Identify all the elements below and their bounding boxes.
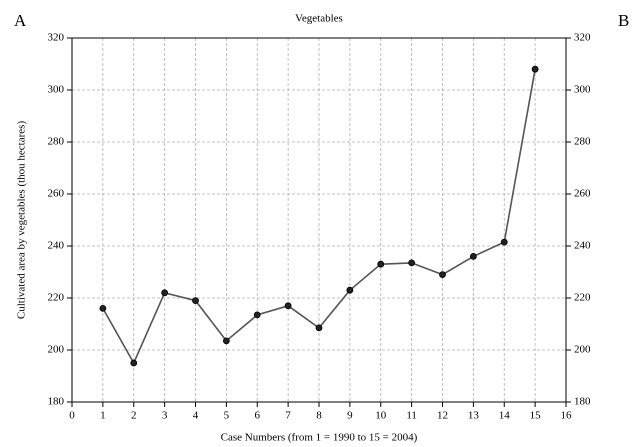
y-tick-label: 200 bbox=[48, 344, 65, 356]
y-tick-label: 280 bbox=[48, 136, 65, 148]
x-tick-label: 6 bbox=[255, 410, 261, 422]
x-tick-label: 8 bbox=[316, 410, 322, 422]
x-tick-label: 11 bbox=[406, 410, 417, 422]
y2-tick-label: 300 bbox=[574, 84, 591, 96]
data-point bbox=[161, 289, 169, 297]
x-tick-label: 12 bbox=[437, 410, 448, 422]
x-tick-label: 15 bbox=[530, 410, 542, 422]
y-tick-label: 260 bbox=[48, 188, 65, 200]
data-point bbox=[469, 252, 477, 260]
y2-tick-label: 280 bbox=[574, 136, 591, 148]
x-tick-label: 7 bbox=[285, 410, 291, 422]
y-tick-label: 240 bbox=[48, 240, 65, 252]
data-point bbox=[253, 311, 261, 319]
data-point bbox=[315, 324, 323, 332]
x-tick-label: 0 bbox=[69, 410, 75, 422]
plot-frame bbox=[71, 37, 567, 403]
y-tick-label: 320 bbox=[48, 32, 65, 44]
data-point bbox=[439, 271, 446, 279]
x-tick-label: 2 bbox=[131, 410, 137, 422]
data-point bbox=[284, 302, 292, 310]
y2-tick-label: 180 bbox=[574, 396, 591, 408]
data-point bbox=[192, 297, 199, 305]
x-tick-label: 14 bbox=[499, 410, 511, 422]
data-point bbox=[130, 359, 138, 367]
data-point bbox=[500, 238, 508, 246]
y-axis-label: Cultivated area by vegetables (thou hect… bbox=[16, 121, 28, 320]
x-tick-label: 9 bbox=[347, 410, 353, 422]
x-tick-label: 10 bbox=[375, 410, 387, 422]
x-axis-label: Case Numbers (from 1 = 1990 to 15 = 2004… bbox=[221, 432, 418, 444]
x-tick-label: 16 bbox=[561, 410, 573, 422]
y2-tick-label: 240 bbox=[574, 240, 591, 252]
panel-label: A bbox=[14, 11, 27, 30]
y2-tick-label: 220 bbox=[574, 292, 591, 304]
y2-tick-label: 260 bbox=[574, 188, 591, 200]
x-tick-label: 1 bbox=[100, 410, 106, 422]
y-tick-label: 180 bbox=[48, 396, 65, 408]
chart-title: Vegetables bbox=[295, 13, 343, 25]
x-tick-label: 5 bbox=[224, 410, 230, 422]
panel-label: B bbox=[618, 11, 629, 30]
data-point bbox=[346, 286, 354, 294]
x-tick-label: 13 bbox=[468, 410, 480, 422]
x-tick-label: 3 bbox=[162, 410, 168, 422]
data-point bbox=[99, 304, 107, 312]
y-tick-label: 300 bbox=[48, 84, 65, 96]
y2-tick-label: 320 bbox=[574, 32, 591, 44]
x-tick-label: 4 bbox=[193, 410, 199, 422]
y-tick-label: 220 bbox=[48, 292, 65, 304]
data-point bbox=[531, 65, 539, 73]
y2-tick-label: 200 bbox=[574, 344, 591, 356]
data-point bbox=[377, 260, 385, 268]
data-point bbox=[408, 259, 416, 267]
data-point bbox=[222, 337, 230, 345]
